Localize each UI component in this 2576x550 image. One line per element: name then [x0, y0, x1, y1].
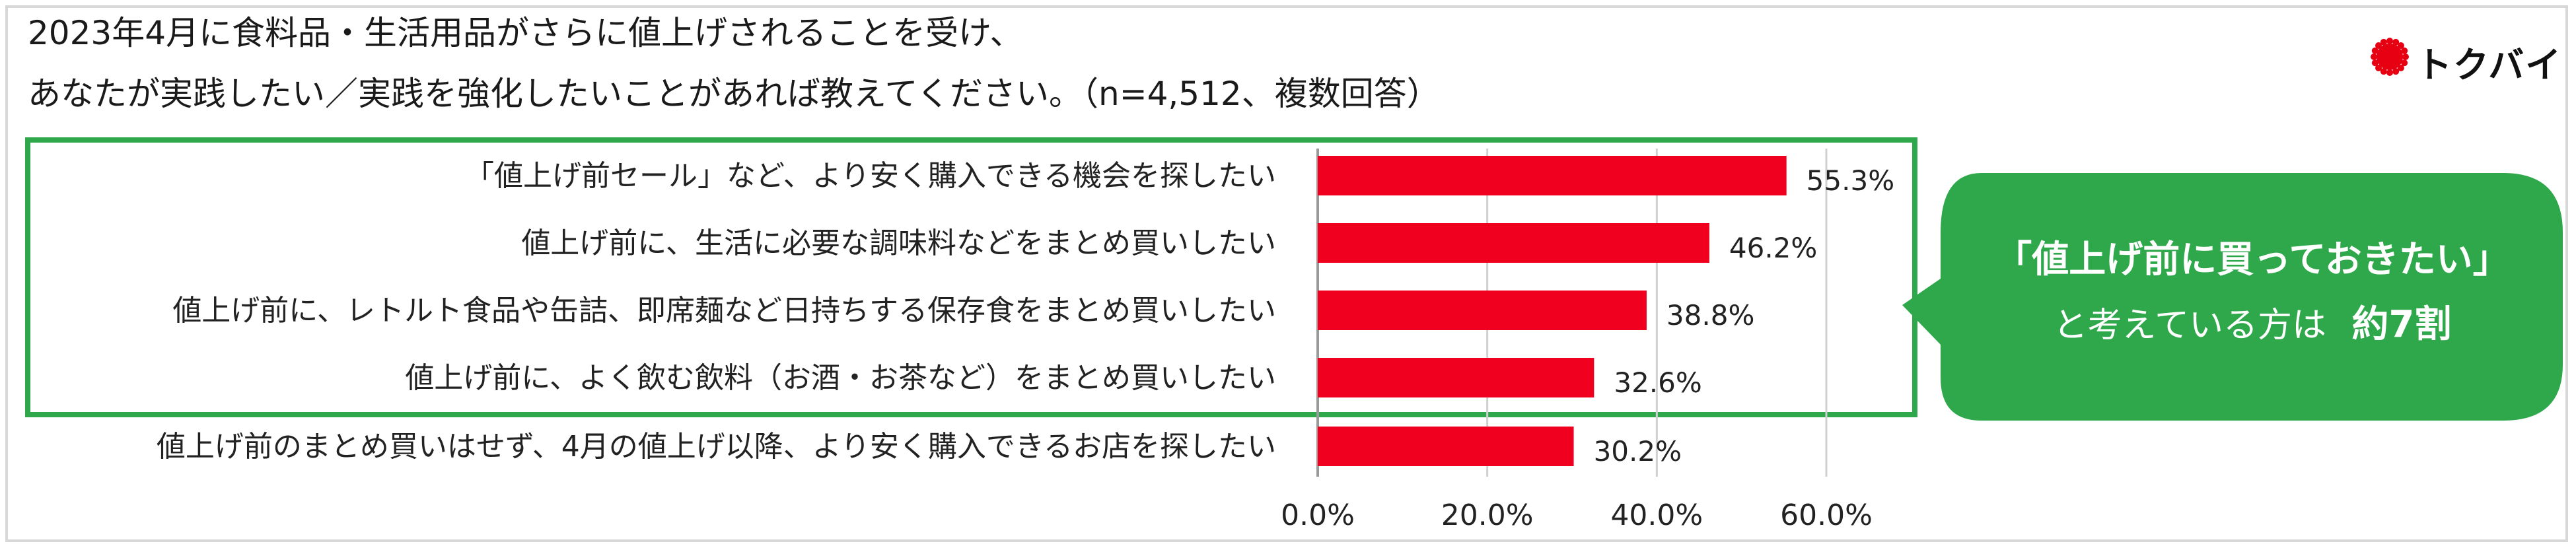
bars — [1318, 156, 1787, 466]
logo-ray — [2402, 53, 2409, 60]
logo-ray — [2386, 38, 2393, 44]
x-tick-label: 20.0% — [1441, 498, 1534, 532]
callout-emphasis: 約7割 — [2351, 303, 2451, 346]
logo-ray — [2392, 38, 2400, 46]
bar — [1318, 427, 1574, 466]
logo-ray — [2392, 68, 2400, 75]
callout-subline: と考えている方は 約7割 — [2054, 303, 2452, 346]
logo-ray — [2375, 42, 2382, 50]
logo-ray — [2380, 38, 2387, 46]
x-tick-label: 40.0% — [1610, 498, 1703, 532]
logo-ray — [2401, 47, 2408, 54]
logo-text: トクバイ — [2416, 44, 2563, 86]
logo-sun-disc — [2377, 44, 2403, 70]
callout-bubble-shape — [1902, 173, 2563, 421]
logo-ray — [2371, 53, 2377, 60]
x-tick-labels: 0.0% 20.0% 40.0% 60.0% — [1281, 498, 1873, 532]
bar — [1318, 358, 1594, 397]
category-label: 値上げ前のまとめ買いはせず、4月の値上げ以降、より安く購入できるお店を探したい — [157, 430, 1276, 464]
data-label: 38.8% — [1666, 299, 1754, 331]
highlight-box — [25, 137, 1917, 417]
chart-frame — [5, 5, 2568, 542]
chart-title-line-2: あなたが実践したい／実践を強化したいことがあれば教えてください。（n=4,512… — [28, 75, 1440, 113]
category-labels: 「値上げ前セール」など、より安く購入できる機会を探したい値上げ前に、生活に必要な… — [157, 159, 1276, 464]
callout-bubble: 「値上げ前に買っておきたい」 と考えている方は 約7割 — [1902, 173, 2563, 421]
data-label: 46.2% — [1729, 232, 1817, 264]
logo-sun-icon — [2371, 38, 2409, 76]
logo-ray — [2380, 68, 2387, 75]
category-label: 値上げ前に、生活に必要な調味料などをまとめ買いしたい — [521, 226, 1276, 260]
callout-subline-prefix: と考えている方は — [2054, 306, 2326, 345]
logo-ray — [2371, 59, 2379, 67]
chart-title-line-1: 2023年4月に食料品・生活用品がさらに値上げされることを受け、 — [28, 14, 1023, 52]
logo-ray — [2397, 42, 2404, 50]
data-labels: 55.3% 46.2% 38.8% 32.6% 30.2% — [1594, 164, 1895, 467]
bar — [1318, 291, 1647, 330]
logo-ray — [2401, 59, 2408, 67]
callout-headline: 「値上げ前に買っておきたい」 — [1995, 238, 2510, 281]
logo-ray — [2397, 64, 2404, 71]
logo-ray — [2386, 69, 2393, 76]
bar — [1318, 156, 1787, 195]
category-label: 値上げ前に、よく飲む飲料（お酒・お茶など）をまとめ買いしたい — [405, 361, 1276, 395]
x-tick-label: 60.0% — [1780, 498, 1873, 532]
logo-ray — [2371, 47, 2379, 54]
data-label: 55.3% — [1807, 164, 1894, 197]
category-label: 値上げ前に、レトルト食品や缶詰、即席麺など日持ちする保存食をまとめ買いしたい — [172, 294, 1276, 327]
bar — [1318, 223, 1709, 263]
data-label: 30.2% — [1594, 435, 1682, 467]
data-label: 32.6% — [1614, 366, 1701, 399]
x-tick-label: 0.0% — [1281, 498, 1355, 532]
logo-ray — [2375, 64, 2382, 71]
category-label: 「値上げ前セール」など、より安く購入できる機会を探したい — [465, 159, 1276, 193]
